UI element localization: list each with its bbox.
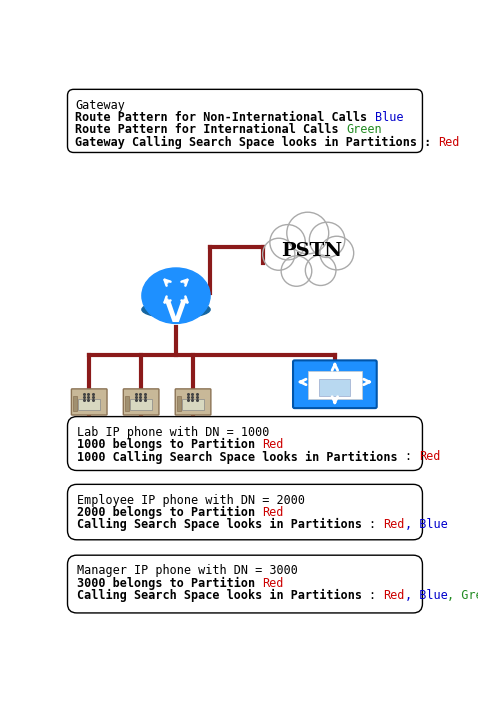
Text: 1000 belongs to Partition: 1000 belongs to Partition: [77, 438, 262, 451]
Text: Gateway Calling Search Space looks in Partitions :: Gateway Calling Search Space looks in Pa…: [75, 136, 439, 149]
Text: Calling Search Space looks in Partitions: Calling Search Space looks in Partitions: [77, 518, 369, 532]
Circle shape: [305, 255, 336, 285]
Text: Red: Red: [383, 589, 404, 602]
Bar: [125, 396, 129, 411]
Text: , Green: , Green: [447, 589, 478, 602]
Text: :: :: [369, 589, 383, 602]
Bar: [177, 396, 181, 411]
Text: Red: Red: [262, 438, 283, 451]
Text: V: V: [165, 300, 187, 328]
Circle shape: [262, 238, 295, 270]
FancyBboxPatch shape: [175, 389, 211, 415]
Text: Route Pattern for Non-International Calls: Route Pattern for Non-International Call…: [75, 111, 374, 124]
Text: Red: Red: [262, 506, 283, 519]
Text: Blue: Blue: [374, 111, 403, 124]
Text: Red: Red: [439, 136, 460, 148]
Bar: [182, 399, 204, 409]
Text: :: :: [404, 450, 419, 463]
Circle shape: [287, 213, 329, 254]
Ellipse shape: [142, 268, 210, 323]
Text: :: :: [369, 518, 383, 531]
Text: , Blue: , Blue: [404, 518, 447, 531]
Text: Red: Red: [419, 450, 440, 463]
Text: Green: Green: [346, 124, 381, 136]
Text: Gateway: Gateway: [75, 99, 125, 112]
Text: , Blue: , Blue: [404, 589, 447, 602]
Bar: [73, 396, 77, 411]
FancyBboxPatch shape: [293, 360, 377, 408]
Ellipse shape: [142, 301, 210, 318]
FancyBboxPatch shape: [67, 555, 423, 613]
Bar: [78, 399, 100, 409]
Bar: [308, 371, 362, 399]
Bar: [319, 379, 350, 396]
Text: 1000 Calling Search Space looks in Partitions: 1000 Calling Search Space looks in Parti…: [77, 450, 404, 464]
Text: Red: Red: [262, 577, 283, 590]
Text: Employee IP phone with DN = 2000: Employee IP phone with DN = 2000: [77, 493, 305, 507]
Circle shape: [320, 237, 354, 270]
FancyBboxPatch shape: [67, 417, 423, 470]
Circle shape: [281, 256, 312, 286]
FancyBboxPatch shape: [123, 389, 159, 415]
Bar: [130, 399, 152, 409]
Text: Red: Red: [383, 518, 404, 531]
FancyBboxPatch shape: [67, 90, 423, 152]
Text: PSTN: PSTN: [281, 242, 342, 260]
Text: Calling Search Space looks in Partitions: Calling Search Space looks in Partitions: [77, 589, 369, 602]
Circle shape: [309, 222, 345, 258]
Text: 2000 belongs to Partition: 2000 belongs to Partition: [77, 506, 262, 519]
FancyBboxPatch shape: [67, 484, 423, 540]
Text: 3000 belongs to Partition: 3000 belongs to Partition: [77, 577, 262, 590]
Circle shape: [270, 225, 305, 260]
FancyBboxPatch shape: [71, 389, 107, 415]
Text: Route Pattern for International Calls: Route Pattern for International Calls: [75, 124, 346, 136]
Text: Manager IP phone with DN = 3000: Manager IP phone with DN = 3000: [77, 564, 298, 578]
Text: Lab IP phone with DN = 1000: Lab IP phone with DN = 1000: [77, 426, 269, 439]
